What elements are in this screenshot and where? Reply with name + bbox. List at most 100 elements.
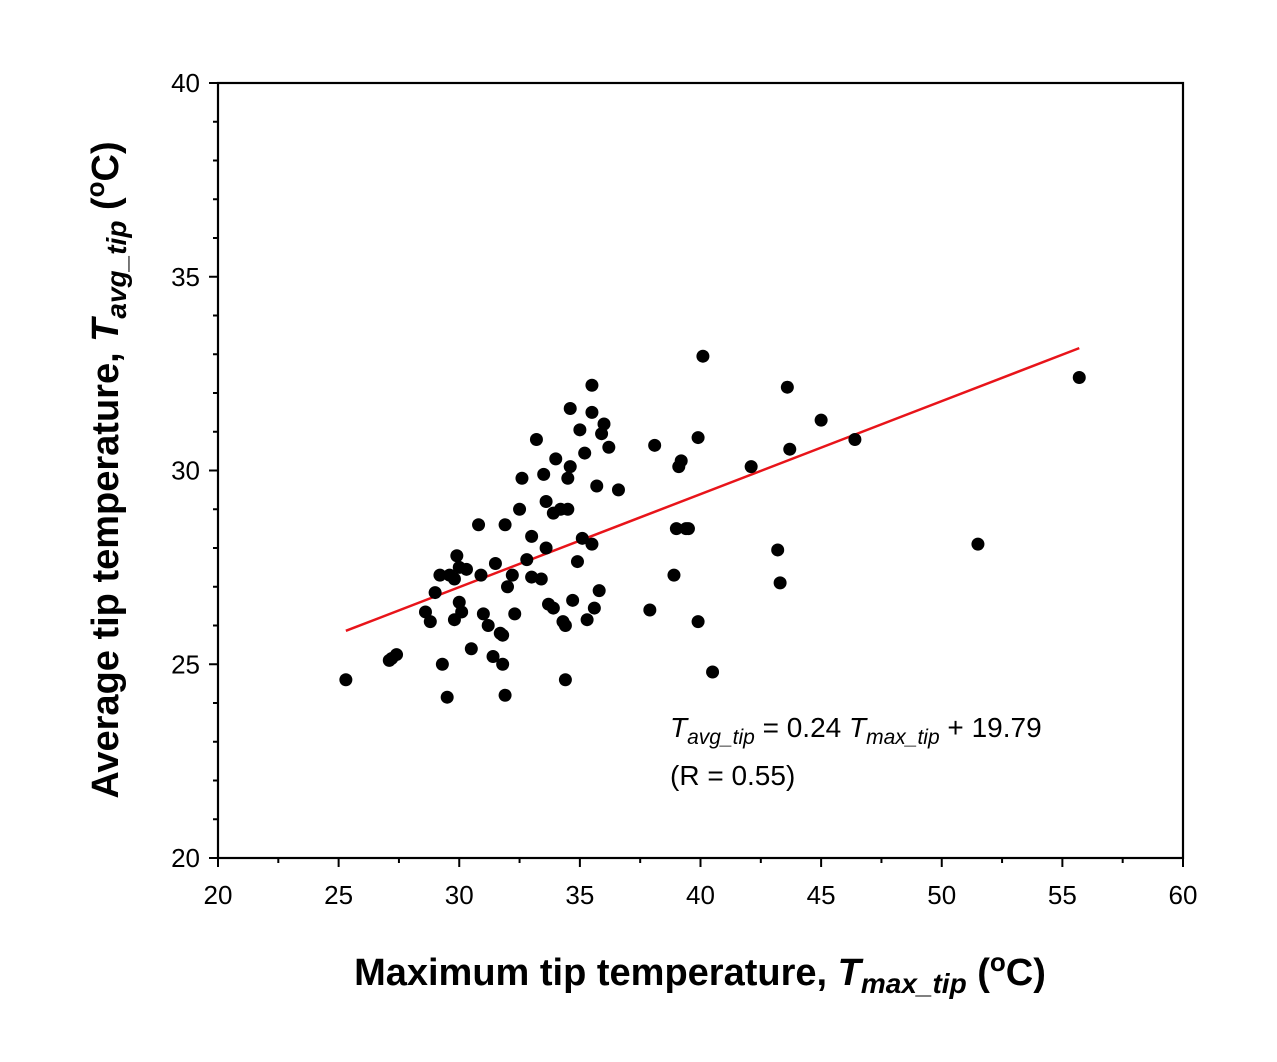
data-point	[459, 562, 473, 576]
x-axis-title-unit-close: C)	[1006, 952, 1046, 994]
x-axis-title: Maximum tip temperature, Tmax_tip (oC)	[354, 947, 1046, 999]
y-tick-label: 40	[171, 68, 200, 98]
data-point	[580, 613, 594, 627]
data-point	[435, 657, 449, 671]
fit-equation: Tavg_tip = 0.24 Tmax_tip + 19.79	[670, 712, 1042, 749]
x-tick-label: 35	[565, 880, 594, 910]
data-point	[573, 423, 587, 437]
data-point	[691, 431, 705, 445]
data-point	[539, 495, 553, 508]
data-point	[585, 537, 599, 551]
data-point	[597, 417, 611, 431]
data-point	[481, 619, 495, 632]
eq-lhs-sub: avg_tip	[687, 726, 755, 749]
data-point	[534, 572, 548, 586]
plot-marks: 20 25 30 35 40 45 50 55 60 20 25 30 35 40	[171, 68, 1197, 910]
data-point	[508, 607, 522, 621]
data-point	[587, 601, 601, 615]
data-point	[428, 586, 442, 600]
data-point	[498, 688, 512, 702]
data-point	[447, 572, 461, 586]
data-point	[691, 615, 705, 629]
data-point	[537, 467, 551, 481]
data-point	[496, 628, 510, 642]
data-point	[476, 607, 490, 621]
data-point	[771, 543, 785, 557]
data-point	[558, 673, 572, 687]
data-point	[602, 440, 616, 454]
data-point	[498, 518, 512, 532]
y-axis-title: Average tip temperature, Tavg_tip (oC)	[80, 141, 132, 798]
data-point	[418, 605, 432, 619]
data-point	[780, 380, 794, 394]
y-axis-title-unit-close: C)	[85, 141, 127, 181]
data-point	[496, 657, 510, 671]
data-point	[501, 580, 514, 594]
y-tick-label: 35	[171, 262, 200, 292]
data-point	[525, 529, 539, 543]
x-axis-title-unit-sup: o	[990, 947, 1006, 977]
x-axis-title-var: T	[838, 952, 864, 994]
x-tick-label: 60	[1169, 880, 1198, 910]
data-point	[669, 522, 683, 536]
data-point	[848, 433, 862, 446]
x-tick-label: 20	[204, 880, 233, 910]
data-point	[455, 605, 469, 619]
data-point	[590, 479, 604, 493]
data-point	[563, 460, 577, 474]
data-point	[558, 619, 572, 632]
fit-line	[345, 346, 1080, 633]
data-point	[814, 413, 828, 427]
y-axis-title-unit-open: (	[85, 197, 127, 221]
data-point	[585, 378, 599, 392]
x-tick-label: 55	[1048, 880, 1077, 910]
data-point	[549, 452, 563, 466]
data-point	[525, 570, 539, 584]
data-point	[474, 568, 488, 582]
data-point	[464, 642, 478, 656]
data-point	[433, 568, 447, 582]
data-point	[546, 601, 560, 615]
x-axis-title-sub: max_tip	[861, 968, 967, 999]
x-tick-label: 45	[807, 880, 836, 910]
data-point	[486, 650, 500, 663]
data-point	[563, 402, 577, 415]
data-point	[706, 665, 720, 679]
data-point	[744, 460, 758, 474]
data-point	[570, 555, 584, 569]
data-point	[783, 442, 797, 456]
eq-lhs-var: T	[670, 712, 689, 743]
eq-mid: = 0.24	[755, 712, 849, 743]
data-point	[488, 557, 502, 570]
y-axis-title-var: T	[85, 316, 127, 342]
data-point	[440, 690, 454, 704]
data-point	[681, 522, 695, 536]
data-point	[592, 584, 606, 598]
data-point	[696, 349, 710, 363]
data-point	[450, 549, 464, 563]
data-point	[578, 446, 592, 460]
data-point	[971, 537, 985, 551]
data-point	[585, 405, 599, 419]
x-tick-label: 25	[324, 880, 353, 910]
data-point	[561, 471, 575, 485]
data-point	[773, 576, 787, 590]
data-point	[423, 615, 437, 629]
data-point	[575, 531, 589, 545]
data-point	[667, 568, 681, 582]
data-point	[611, 483, 625, 497]
data-point	[520, 553, 534, 567]
fit-r-value: (R = 0.55)	[670, 760, 795, 791]
eq-rhs-var: T	[849, 712, 868, 743]
data-point	[648, 438, 662, 452]
data-point	[643, 603, 657, 617]
data-point	[505, 568, 519, 582]
y-tick-label: 25	[171, 649, 200, 679]
data-point	[339, 673, 353, 687]
x-tick-label: 50	[927, 880, 956, 910]
data-point	[513, 502, 527, 516]
y-axis-title-prefix: Average tip temperature,	[85, 342, 127, 799]
y-axis-title-sub: avg_tip	[101, 221, 132, 319]
data-point	[472, 518, 486, 532]
